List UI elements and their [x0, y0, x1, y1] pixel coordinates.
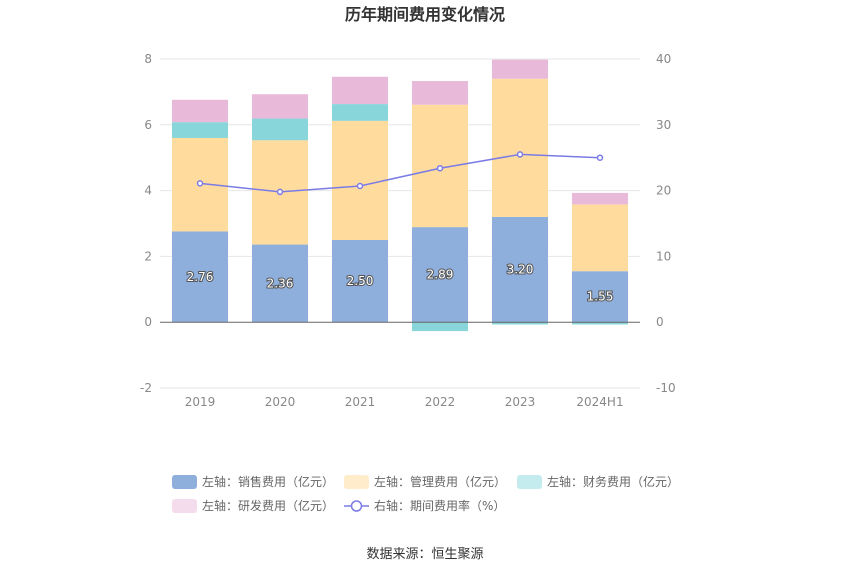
sales-bar-label: 3.20 — [507, 263, 534, 277]
legend-swatch — [172, 475, 197, 489]
finance-expense-bar — [572, 322, 628, 325]
x-tick-label: 2022 — [425, 395, 456, 409]
admin-expense-bar — [332, 120, 388, 240]
expense-ratio-point — [276, 188, 284, 196]
legend-finance[interactable]: 左轴：财务费用（亿元） — [517, 474, 679, 489]
finance-expense-bar — [412, 322, 468, 332]
left-tick-label: 0 — [144, 315, 152, 329]
right-tick-label: 40 — [656, 52, 671, 66]
legend-rd[interactable]: 左轴：研发费用（亿元） — [172, 498, 334, 513]
legend-swatch — [517, 475, 542, 489]
chart-title: 历年期间费用变化情况 — [345, 5, 505, 24]
x-tick-label: 2021 — [345, 395, 376, 409]
right-tick-label: 30 — [656, 118, 671, 132]
expense-ratio-point — [436, 164, 444, 172]
legend: 左轴：销售费用（亿元） 左轴：管理费用（亿元） 左轴：财务费用（亿元） 左轴：研发费用… — [172, 474, 679, 513]
sales-expense-bar — [252, 244, 308, 323]
finance-expense-bar — [492, 322, 548, 325]
x-tick-label: 2024H1 — [576, 395, 623, 409]
admin-expense-bar — [572, 204, 628, 272]
rd-expense-bar — [572, 192, 628, 205]
x-tick-label: 2019 — [185, 395, 216, 409]
legend-label: 左轴：销售费用（亿元） — [202, 474, 334, 489]
sales-expense-bar — [332, 239, 388, 323]
sales-bar-label: 2.50 — [347, 274, 374, 288]
x-tick-label: 2023 — [505, 395, 536, 409]
bar-labels: 2.76 2.36 2.50 2.89 3.20 1.55 — [186, 262, 615, 305]
rd-expense-bar — [172, 99, 228, 123]
gridlines — [160, 58, 640, 389]
rd-expense-bar — [492, 59, 548, 79]
sales-bar-label: 1.55 — [587, 290, 614, 304]
bar-marks — [172, 59, 628, 332]
expense-ratio-point — [516, 151, 524, 158]
source-note: 数据来源：恒生聚源 — [366, 547, 483, 562]
left-tick-label: 8 — [144, 52, 152, 66]
x-tick-label: 2020 — [265, 395, 296, 409]
finance-expense-bar — [332, 104, 388, 121]
left-tick-label: 6 — [144, 118, 152, 132]
right-tick-label: 20 — [656, 184, 671, 198]
finance-expense-bar — [172, 122, 228, 138]
x-axis-ticks: 2019 2020 2021 2022 2023 2024H1 — [185, 395, 624, 409]
legend-circle-swatch — [350, 500, 363, 512]
rd-expense-bar — [252, 94, 308, 119]
ratio-line — [196, 151, 604, 196]
sales-expense-bar — [572, 271, 628, 323]
legend-label: 右轴：期间费用率（%） — [374, 498, 505, 513]
sales-expense-bar — [492, 216, 548, 323]
legend-ratio[interactable]: 右轴：期间费用率（%） — [344, 498, 505, 513]
right-tick-label: 10 — [656, 249, 671, 263]
sales-bar-label: 2.89 — [427, 268, 454, 282]
legend-sales[interactable]: 左轴：销售费用（亿元） — [172, 474, 334, 489]
expense-ratio-point — [356, 182, 364, 190]
left-axis-ticks: -2 0 2 4 6 8 — [140, 52, 152, 395]
expense-ratio-point — [196, 180, 204, 187]
left-tick-label: 2 — [144, 249, 152, 263]
expense-ratio-point — [596, 154, 604, 161]
sales-expense-bar — [412, 227, 468, 323]
left-tick-label: -2 — [140, 381, 152, 395]
admin-expense-bar — [492, 78, 548, 217]
rd-expense-bar — [332, 76, 388, 105]
right-tick-label: 0 — [656, 315, 664, 329]
finance-expense-bar — [252, 118, 308, 141]
sales-expense-bar — [172, 231, 228, 323]
legend-admin[interactable]: 左轴：管理费用（亿元） — [344, 474, 506, 489]
rd-expense-bar — [412, 81, 468, 105]
left-tick-label: 4 — [144, 184, 152, 198]
legend-swatch — [344, 475, 369, 489]
legend-label: 左轴：财务费用（亿元） — [547, 474, 679, 489]
sales-bar-label: 2.36 — [267, 276, 294, 290]
legend-label: 左轴：管理费用（亿元） — [374, 474, 506, 489]
right-axis-ticks: -10 0 10 20 30 40 — [656, 52, 676, 395]
expense-ratio-line — [199, 153, 601, 193]
legend-label: 左轴：研发费用（亿元） — [202, 498, 334, 513]
sales-bar-label: 2.76 — [187, 270, 214, 284]
legend-swatch — [172, 499, 197, 513]
right-tick-label: -10 — [656, 381, 676, 395]
